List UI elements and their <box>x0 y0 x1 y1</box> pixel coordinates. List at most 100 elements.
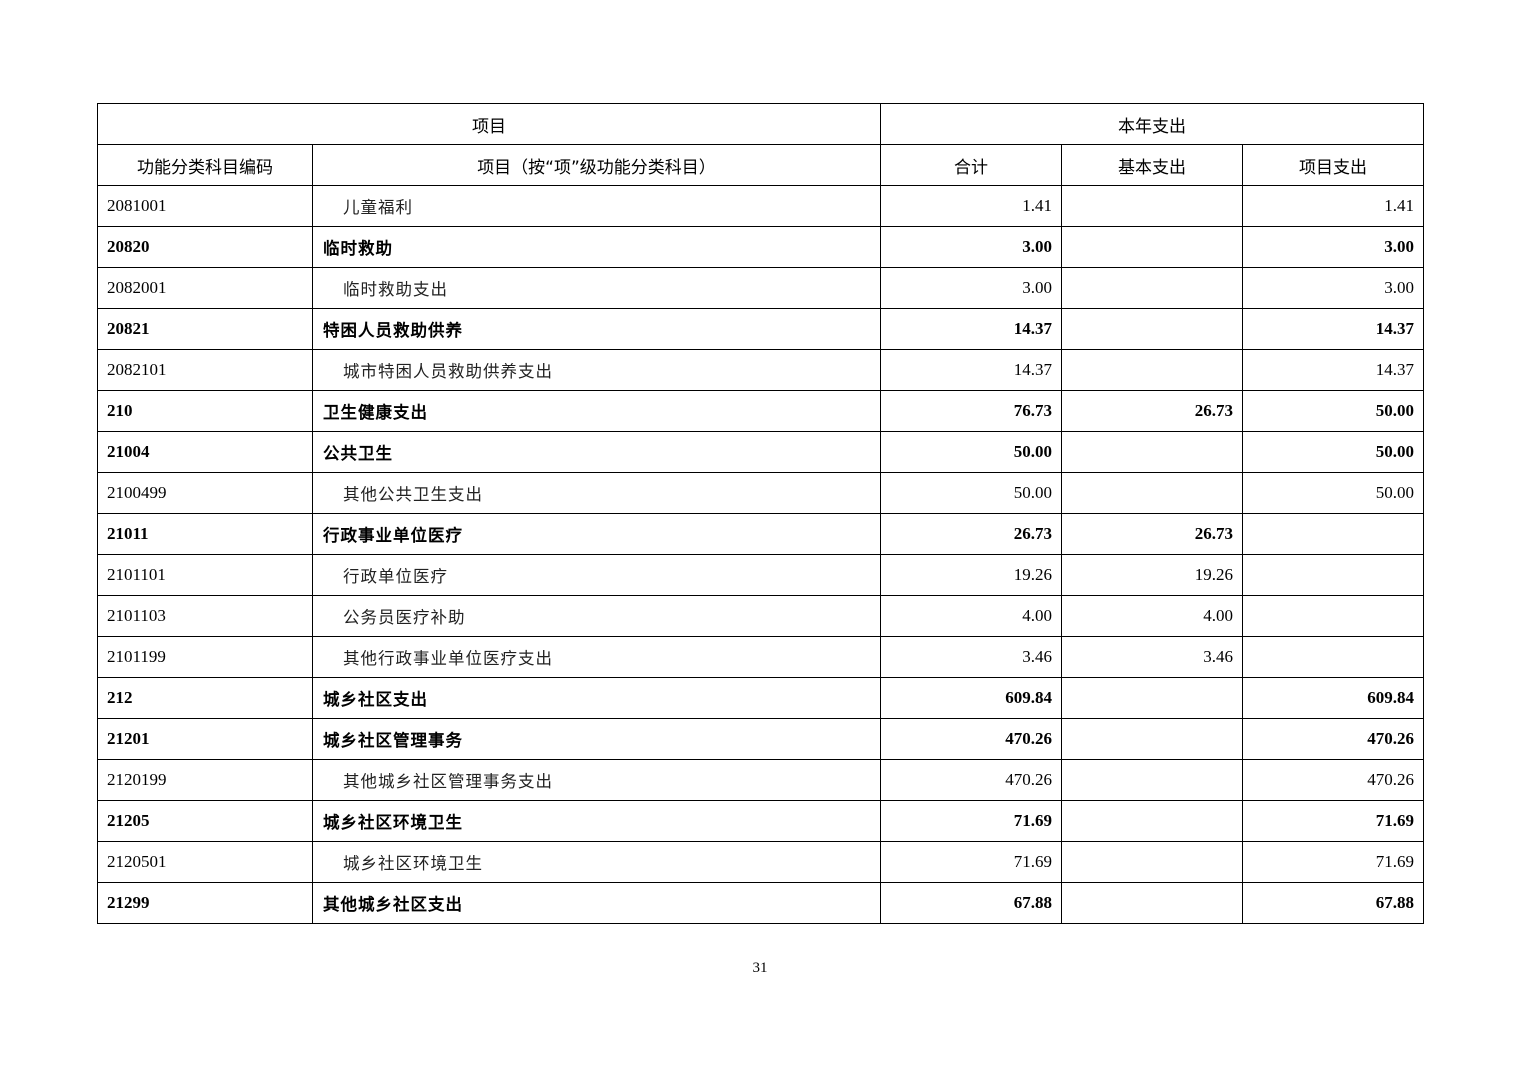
cell-basic <box>1061 882 1243 924</box>
cell-project: 470.26 <box>1242 718 1424 760</box>
cell-name: 城乡社区管理事务 <box>312 718 881 760</box>
cell-project: 50.00 <box>1242 431 1424 473</box>
header-code: 功能分类科目编码 <box>97 144 313 186</box>
cell-name: 城乡社区环境卫生 <box>312 841 881 883</box>
cell-basic: 26.73 <box>1061 513 1243 555</box>
header-current-year-expense: 本年支出 <box>880 103 1424 145</box>
cell-total: 26.73 <box>880 513 1062 555</box>
cell-total: 50.00 <box>880 431 1062 473</box>
cell-project: 50.00 <box>1242 472 1424 514</box>
cell-basic <box>1061 185 1243 227</box>
cell-name: 临时救助 <box>312 226 881 268</box>
cell-project: 14.37 <box>1242 349 1424 391</box>
table-row: 2101199 其他行政事业单位医疗支出 3.46 3.46 <box>97 636 1424 678</box>
table-row: 2101101 行政单位医疗 19.26 19.26 <box>97 554 1424 596</box>
header-row-group: 项目 本年支出 <box>97 103 1424 145</box>
cell-name: 行政单位医疗 <box>312 554 881 596</box>
cell-code: 21201 <box>97 718 313 760</box>
cell-project: 71.69 <box>1242 841 1424 883</box>
header-project: 项目支出 <box>1242 144 1424 186</box>
cell-project <box>1242 636 1424 678</box>
cell-basic: 4.00 <box>1061 595 1243 637</box>
cell-total: 470.26 <box>880 759 1062 801</box>
table-row: 2082101 城市特困人员救助供养支出 14.37 14.37 <box>97 349 1424 391</box>
header-basic: 基本支出 <box>1061 144 1243 186</box>
cell-total: 76.73 <box>880 390 1062 432</box>
cell-name: 其他城乡社区管理事务支出 <box>312 759 881 801</box>
header-row-columns: 功能分类科目编码 项目（按“项”级功能分类科目） 合计 基本支出 项目支出 <box>97 144 1424 186</box>
cell-code: 2120199 <box>97 759 313 801</box>
cell-basic <box>1061 759 1243 801</box>
cell-code: 21011 <box>97 513 313 555</box>
cell-basic <box>1061 226 1243 268</box>
table-row: 2100499 其他公共卫生支出 50.00 50.00 <box>97 472 1424 514</box>
cell-code: 2101199 <box>97 636 313 678</box>
cell-code: 2120501 <box>97 841 313 883</box>
table-row: 21011 行政事业单位医疗 26.73 26.73 <box>97 513 1424 555</box>
cell-total: 71.69 <box>880 800 1062 842</box>
table-row: 210 卫生健康支出 76.73 26.73 50.00 <box>97 390 1424 432</box>
page-number: 31 <box>752 960 768 976</box>
cell-total: 14.37 <box>880 308 1062 350</box>
cell-basic <box>1061 308 1243 350</box>
cell-project <box>1242 513 1424 555</box>
cell-total: 14.37 <box>880 349 1062 391</box>
cell-total: 3.00 <box>880 267 1062 309</box>
cell-code: 212 <box>97 677 313 719</box>
cell-code: 20821 <box>97 308 313 350</box>
table-row: 20821 特困人员救助供养 14.37 14.37 <box>97 308 1424 350</box>
table-row: 212 城乡社区支出 609.84 609.84 <box>97 677 1424 719</box>
header-total: 合计 <box>880 144 1062 186</box>
expenditure-table: 项目 本年支出 功能分类科目编码 项目（按“项”级功能分类科目） 合计 基本支出… <box>97 103 1424 924</box>
cell-basic: 19.26 <box>1061 554 1243 596</box>
cell-code: 20820 <box>97 226 313 268</box>
cell-code: 21205 <box>97 800 313 842</box>
cell-code: 21299 <box>97 882 313 924</box>
cell-basic: 3.46 <box>1061 636 1243 678</box>
cell-name: 城乡社区环境卫生 <box>312 800 881 842</box>
cell-name: 临时救助支出 <box>312 267 881 309</box>
cell-project: 67.88 <box>1242 882 1424 924</box>
cell-code: 2082101 <box>97 349 313 391</box>
cell-name: 其他行政事业单位医疗支出 <box>312 636 881 678</box>
cell-name: 特困人员救助供养 <box>312 308 881 350</box>
cell-basic: 26.73 <box>1061 390 1243 432</box>
cell-name: 卫生健康支出 <box>312 390 881 432</box>
table-row: 2120501 城乡社区环境卫生 71.69 71.69 <box>97 841 1424 883</box>
cell-total: 470.26 <box>880 718 1062 760</box>
cell-project: 3.00 <box>1242 226 1424 268</box>
cell-code: 2081001 <box>97 185 313 227</box>
table-row: 21201 城乡社区管理事务 470.26 470.26 <box>97 718 1424 760</box>
cell-name: 公共卫生 <box>312 431 881 473</box>
cell-total: 3.46 <box>880 636 1062 678</box>
cell-total: 50.00 <box>880 472 1062 514</box>
cell-basic <box>1061 841 1243 883</box>
cell-project: 3.00 <box>1242 267 1424 309</box>
cell-basic <box>1061 431 1243 473</box>
cell-name: 行政事业单位医疗 <box>312 513 881 555</box>
table-row: 21299 其他城乡社区支出 67.88 67.88 <box>97 882 1424 924</box>
cell-name: 儿童福利 <box>312 185 881 227</box>
cell-project: 14.37 <box>1242 308 1424 350</box>
header-name: 项目（按“项”级功能分类科目） <box>312 144 881 186</box>
cell-total: 1.41 <box>880 185 1062 227</box>
cell-total: 19.26 <box>880 554 1062 596</box>
cell-project: 609.84 <box>1242 677 1424 719</box>
cell-project <box>1242 554 1424 596</box>
table-row: 21004 公共卫生 50.00 50.00 <box>97 431 1424 473</box>
cell-project: 470.26 <box>1242 759 1424 801</box>
cell-name: 其他公共卫生支出 <box>312 472 881 514</box>
cell-project: 71.69 <box>1242 800 1424 842</box>
table-row: 2101103 公务员医疗补助 4.00 4.00 <box>97 595 1424 637</box>
table-row: 2082001 临时救助支出 3.00 3.00 <box>97 267 1424 309</box>
cell-code: 2082001 <box>97 267 313 309</box>
cell-basic <box>1061 349 1243 391</box>
header-item: 项目 <box>97 103 881 145</box>
cell-name: 公务员医疗补助 <box>312 595 881 637</box>
cell-name: 城市特困人员救助供养支出 <box>312 349 881 391</box>
cell-name: 其他城乡社区支出 <box>312 882 881 924</box>
cell-code: 21004 <box>97 431 313 473</box>
table-row: 20820 临时救助 3.00 3.00 <box>97 226 1424 268</box>
cell-total: 71.69 <box>880 841 1062 883</box>
cell-basic <box>1061 472 1243 514</box>
